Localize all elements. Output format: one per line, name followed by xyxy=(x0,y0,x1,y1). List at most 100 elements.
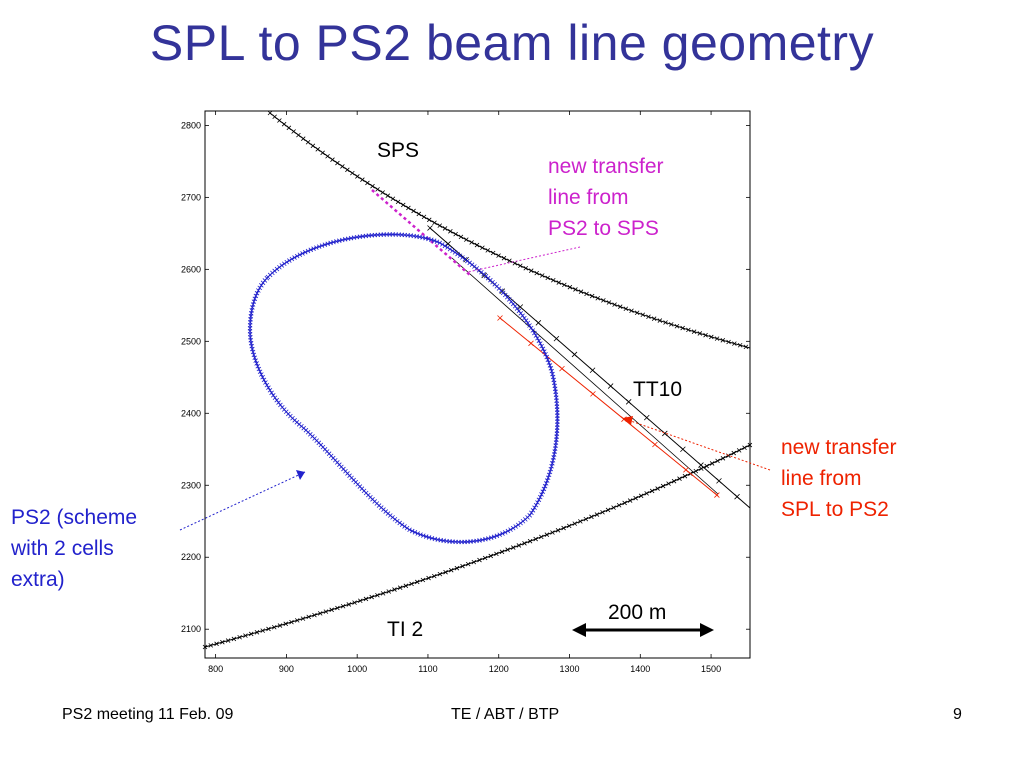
beam-element-marker xyxy=(231,636,237,642)
beam-element-marker xyxy=(671,478,677,484)
beam-element-marker xyxy=(507,258,512,264)
annotation-line: line from xyxy=(548,186,629,209)
beam-element-marker xyxy=(553,335,560,342)
beam-element-marker xyxy=(286,125,292,131)
beam-element-marker xyxy=(345,167,350,173)
beam-element-marker xyxy=(517,304,524,310)
beam-element-marker xyxy=(617,304,623,309)
beam-element-marker xyxy=(583,516,589,522)
annotation-line: with 2 cells xyxy=(11,537,114,560)
ps2-element-marker xyxy=(423,534,429,539)
ps2-element-marker xyxy=(545,357,551,363)
ps2-element-marker xyxy=(305,248,311,254)
ps2-element-marker xyxy=(536,497,542,503)
beam-element-marker xyxy=(431,573,437,579)
ps2-element-marker xyxy=(455,251,460,257)
ps2-element-marker xyxy=(256,288,261,293)
ps2-element-marker xyxy=(539,492,544,497)
beam-element-marker xyxy=(437,571,443,577)
ps2-element-marker xyxy=(412,530,418,535)
beam-element-marker xyxy=(556,280,562,285)
beam-element-marker xyxy=(545,275,551,281)
beam-element-marker xyxy=(409,581,414,587)
beam-element-marker xyxy=(458,234,464,240)
beam-element-marker xyxy=(535,320,542,326)
ps2-element-marker xyxy=(533,333,539,338)
beam-element-marker xyxy=(335,160,340,166)
ps2-element-marker xyxy=(452,250,458,255)
ps2-element-marker xyxy=(302,249,308,255)
beam-element-marker xyxy=(340,164,345,169)
spl-element-marker xyxy=(528,340,534,347)
ps2-element-marker xyxy=(259,283,264,288)
ps2-element-marker xyxy=(437,240,443,246)
beam-element-marker xyxy=(578,289,584,294)
ps2-element-marker xyxy=(542,483,548,489)
beam-element-marker xyxy=(584,291,589,297)
ps2-element-marker xyxy=(267,387,273,393)
beam-element-marker xyxy=(243,633,248,638)
ps2-element-marker xyxy=(402,524,407,529)
ps2-element-marker xyxy=(266,385,271,390)
slide-title: SPL to PS2 beam line geometry xyxy=(149,15,875,71)
ps2-scheme-annotation: PS2 (scheme with 2 cells extra) xyxy=(11,502,137,595)
ps2-element-marker xyxy=(532,505,537,511)
beam-element-marker xyxy=(445,241,451,247)
ps2-element-marker xyxy=(409,528,415,534)
beam-element-marker xyxy=(485,248,491,253)
spl-ps2-callout-arrowhead xyxy=(623,416,633,425)
beam-element-marker xyxy=(622,500,627,506)
ps2-element-marker xyxy=(491,534,497,540)
beam-element-marker xyxy=(709,334,714,340)
ps2-element-marker xyxy=(508,527,513,532)
ps2-to-sps-annotation: new transfer line from PS2 to SPS xyxy=(548,151,664,244)
ps2-element-marker xyxy=(328,240,333,246)
x-axis-tick-labels: 800 900 1000 1100 1200 1300 1400 1500 xyxy=(208,664,721,674)
ps2-element-marker xyxy=(536,338,542,344)
beam-element-marker xyxy=(365,180,370,186)
ps2-element-marker xyxy=(537,494,543,500)
beam-element-marker xyxy=(403,583,409,589)
beam-element-marker xyxy=(323,609,329,614)
beam-element-marker xyxy=(220,639,225,645)
ps2-element-marker xyxy=(272,395,278,401)
ps2-to-sps-transfer-line xyxy=(371,189,471,276)
x-tick-label: 1000 xyxy=(347,664,367,674)
ps2-element-marker xyxy=(547,469,553,475)
ps2-element-marker xyxy=(539,343,544,349)
ps2-element-marker xyxy=(462,256,468,262)
beam-element-marker xyxy=(677,476,682,481)
beam-element-marker xyxy=(300,136,306,141)
beam-element-marker xyxy=(505,547,510,552)
ps2-element-marker xyxy=(263,380,268,385)
footer-page-number: 9 xyxy=(953,706,962,723)
annotation-line: PS2 to SPS xyxy=(548,217,659,240)
ps2-element-marker xyxy=(540,489,546,494)
ps2-element-marker xyxy=(251,299,257,304)
ps2-element-marker xyxy=(497,532,502,538)
ps2-element-marker xyxy=(253,358,258,363)
y-tick-label: 2600 xyxy=(181,264,201,274)
ps2-element-marker xyxy=(252,296,258,302)
beam-element-marker xyxy=(499,549,505,555)
beam-element-marker xyxy=(743,344,749,350)
ps2-element-marker xyxy=(544,354,549,360)
beam-element-marker xyxy=(291,129,296,134)
beam-element-marker xyxy=(390,196,396,202)
ps2-element-marker xyxy=(535,500,540,505)
beam-element-marker xyxy=(611,505,616,510)
ps2-element-marker xyxy=(445,245,450,250)
beam-element-marker xyxy=(421,214,427,220)
beam-element-marker xyxy=(589,514,594,520)
spl-to-ps2-annotation: new transfer line from SPL to PS2 xyxy=(781,432,897,525)
ps2-element-marker xyxy=(284,259,290,265)
footer-group: TE / ABT / BTP xyxy=(451,706,560,723)
ps2-element-marker xyxy=(289,256,295,262)
beam-element-marker xyxy=(534,270,540,276)
y-tick-label: 2200 xyxy=(181,552,201,562)
scale-bar-left-arrowhead xyxy=(572,623,586,637)
beam-element-marker xyxy=(305,139,311,145)
ps2-element-marker xyxy=(460,255,465,260)
beam-element-marker xyxy=(320,150,325,156)
beam-element-marker xyxy=(601,298,606,303)
